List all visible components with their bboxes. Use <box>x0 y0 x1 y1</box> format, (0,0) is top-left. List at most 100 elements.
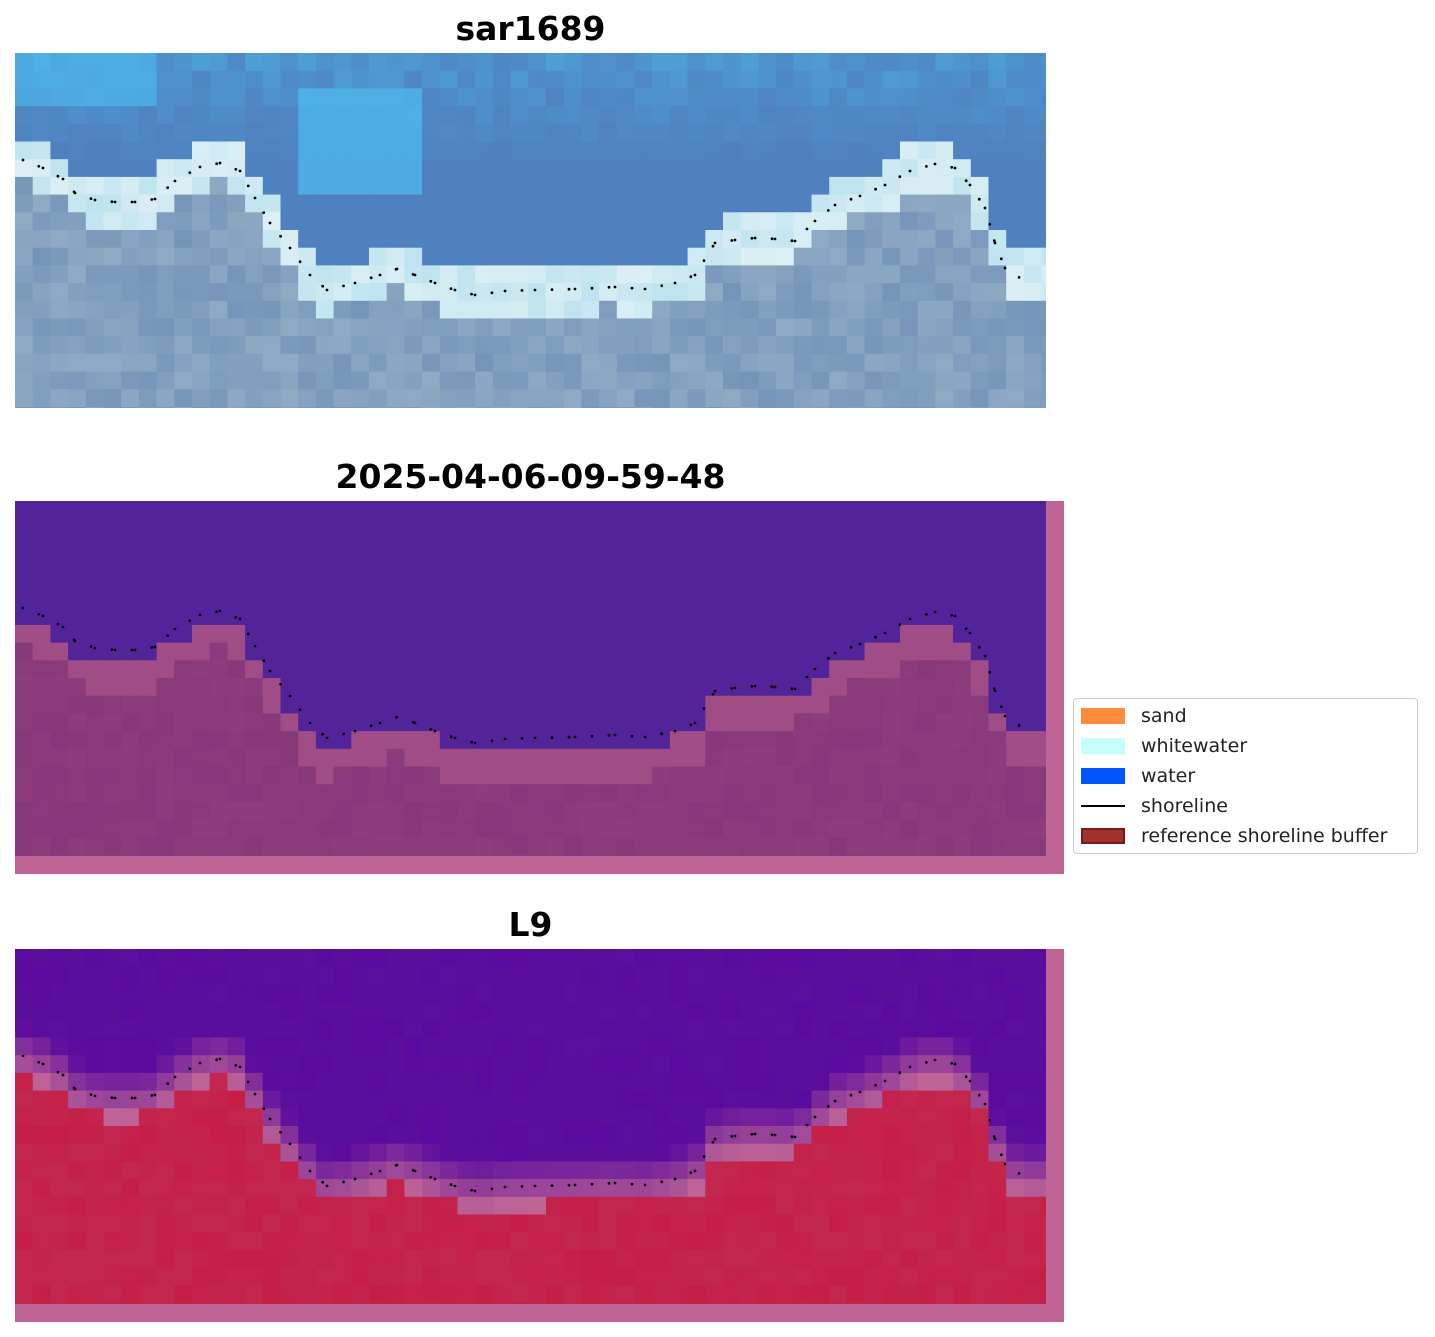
shoreline-point <box>992 1135 996 1139</box>
shoreline-point <box>533 288 537 292</box>
shoreline-point <box>429 727 433 731</box>
shoreline-point <box>702 1155 706 1158</box>
shoreline-point <box>188 1067 192 1071</box>
shoreline-point <box>693 273 697 277</box>
shoreline-point <box>89 197 93 201</box>
shoreline-point <box>1017 724 1021 727</box>
shoreline-point <box>433 729 437 733</box>
shoreline-point <box>490 291 494 295</box>
shoreline-point <box>607 285 611 289</box>
shoreline-point <box>993 1137 997 1141</box>
shoreline-point <box>369 276 373 280</box>
shoreline-point <box>858 194 862 198</box>
shoreline-point <box>215 1058 219 1062</box>
shoreline-point <box>693 721 697 725</box>
shoreline-point <box>238 617 242 621</box>
shoreline-point <box>113 648 117 652</box>
shoreline-point <box>520 289 524 292</box>
shoreline-point <box>153 1093 157 1097</box>
shoreline-point <box>37 1060 41 1064</box>
shoreline-point <box>660 1180 664 1184</box>
probability-image <box>15 949 1064 1322</box>
shoreline-point <box>298 1156 302 1160</box>
shoreline-point <box>173 627 177 631</box>
shoreline-point <box>630 1182 634 1186</box>
shoreline-point <box>988 222 992 226</box>
shoreline-point <box>833 203 837 207</box>
shoreline-point <box>793 1135 797 1139</box>
shoreline-point <box>429 279 433 283</box>
shoreline-point <box>325 1184 329 1188</box>
shoreline-point <box>173 179 177 183</box>
shoreline-point <box>56 622 60 626</box>
shoreline-point <box>268 1117 272 1121</box>
shoreline-point <box>61 1073 65 1077</box>
shoreline-point <box>643 1183 647 1187</box>
shoreline-point <box>950 165 954 169</box>
shoreline-point <box>246 184 250 188</box>
shoreline-point <box>977 197 981 201</box>
shoreline-point <box>992 239 996 243</box>
shoreline-point <box>246 632 250 636</box>
shoreline-point <box>730 239 734 242</box>
shoreline-point <box>238 1065 242 1069</box>
shoreline-point <box>395 267 399 271</box>
shoreline-point <box>218 161 222 165</box>
shoreline-point <box>898 175 902 179</box>
shoreline-point <box>753 1132 757 1136</box>
shoreline-point <box>733 1134 737 1138</box>
shoreline-point <box>21 606 25 610</box>
shoreline-point <box>73 1087 77 1091</box>
shoreline-point <box>1017 1172 1021 1175</box>
shoreline-point <box>433 281 437 285</box>
legend-item-reference-buffer: reference shoreline buffer <box>1081 825 1387 847</box>
whitewater-swatch <box>1081 738 1125 754</box>
shoreline-point <box>673 729 677 733</box>
panel-title-classification: 2025-04-06-09-59-48 <box>335 457 726 496</box>
shoreline-point <box>61 177 65 181</box>
shoreline-point <box>999 257 1003 261</box>
shoreline-point <box>770 237 774 241</box>
shoreline-point <box>89 645 93 648</box>
shoreline-point <box>453 1184 457 1188</box>
shoreline-point <box>198 1061 202 1065</box>
shoreline-point <box>253 644 257 648</box>
classification-image <box>15 501 1064 874</box>
shoreline-point <box>188 619 192 623</box>
shoreline-point <box>433 1177 437 1181</box>
shoreline-point <box>733 238 737 242</box>
shoreline-point <box>992 687 996 691</box>
shoreline-point <box>395 715 399 719</box>
shoreline-point <box>613 1181 617 1185</box>
shoreline-point <box>953 614 957 618</box>
shoreline-point <box>993 689 997 693</box>
shoreline-point <box>673 1177 677 1181</box>
shoreline-point <box>453 288 457 292</box>
shoreline-point <box>133 648 137 652</box>
shoreline-point <box>449 735 453 738</box>
shoreline-point <box>933 610 937 614</box>
shoreline-point <box>234 1063 238 1067</box>
shoreline-point <box>503 737 507 741</box>
shoreline-point <box>253 196 257 200</box>
shoreline-point <box>520 737 524 740</box>
shoreline-point <box>968 1079 972 1083</box>
shoreline-point <box>950 1061 954 1065</box>
shoreline-point <box>630 286 634 290</box>
shoreline-points <box>21 606 1021 745</box>
shoreline-point <box>56 174 60 178</box>
shoreline-point <box>473 293 477 297</box>
shoreline-point <box>826 657 830 660</box>
shoreline-point <box>753 236 757 240</box>
shoreline-point <box>573 287 577 291</box>
shoreline-point <box>288 1142 292 1146</box>
shoreline-point <box>473 741 477 745</box>
shoreline-point <box>550 1184 554 1187</box>
shoreline-point <box>607 1181 611 1185</box>
buffer-strip-right <box>1046 949 1064 1322</box>
panel-classification-image <box>15 501 1064 874</box>
shoreline-point <box>730 1135 734 1138</box>
shoreline-point <box>908 617 912 621</box>
shoreline-point <box>133 200 137 204</box>
shoreline-point <box>378 1169 382 1173</box>
